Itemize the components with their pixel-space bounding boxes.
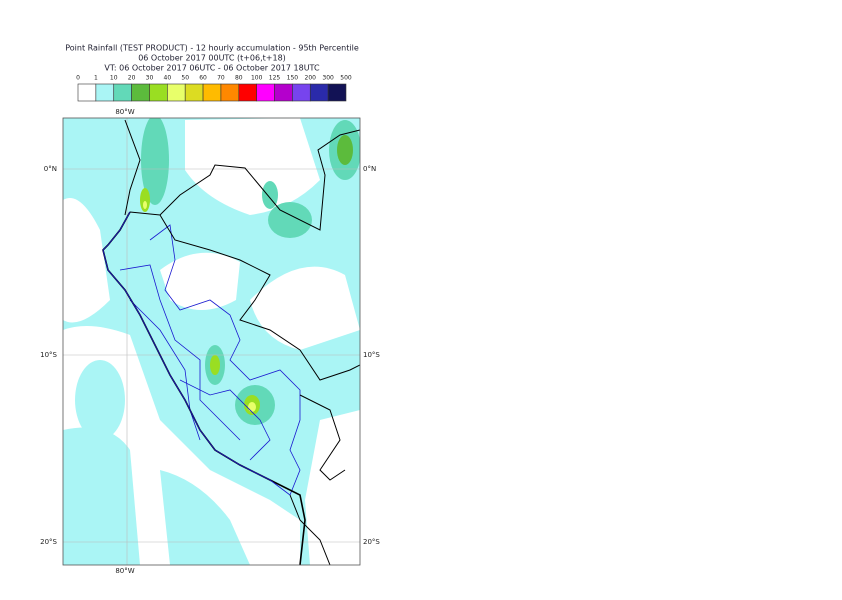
colorbar-label: 10 [110,75,118,82]
colorbar-label: 125 [269,75,281,82]
colorbar-label: 70 [217,75,225,82]
lat-label: 0°N [363,165,376,173]
colorbar-label: 200 [305,75,317,82]
colorbar-label: 20 [128,75,136,82]
lat-label: 10°S [363,351,380,359]
colorbar-swatch [167,83,186,102]
colorbar-label: 50 [181,75,189,82]
graticule [63,118,360,565]
colorbar-swatch [184,83,204,102]
map-frame [62,117,361,566]
graticule-labels: 0°N 0°N 10°S 10°S 20°S 20°S 80°W 80°W [40,108,380,575]
regional-borders [119,224,301,496]
coast-region-line [102,211,291,496]
colorbar: 0 1 10 20 30 40 50 60 70 80 100 125 150 200 300 500 [76,75,352,102]
lon-label: 80°W [115,567,134,575]
colorbar-swatch [220,83,240,102]
wet-patches [63,360,250,565]
colorbar-swatch [149,83,168,102]
colorbar-label: 500 [340,75,352,82]
colorbar-swatch [327,83,347,102]
map-area [63,118,360,565]
colorbar-label: 0 [76,75,80,82]
colorbar-label: 150 [287,75,299,82]
colorbar-label: 80 [235,75,243,82]
colorbar-swatch [274,83,293,102]
colorbar-swatch [292,83,311,102]
country-borders [124,119,360,565]
colorbar-swatch [131,83,150,102]
colorbar-label: 60 [199,75,207,82]
colorbar-swatch [95,83,115,102]
title-line: 06 October 2017 00UTC (t+06,t+18) [138,54,286,63]
lat-label: 0°N [44,165,57,173]
lat-label: 10°S [40,351,57,359]
colorbar-label: 300 [322,75,334,82]
title-line: Point Rainfall (TEST PRODUCT) - 12 hourl… [65,44,359,53]
colorbar-swatch [238,83,257,102]
colorbar-label: 1 [94,75,98,82]
colorbar-swatch [256,83,275,102]
colorbar-label: 30 [146,75,154,82]
colorbar-swatch [77,83,97,102]
lon-label: 80°W [115,108,134,116]
colorbar-swatch [202,83,222,102]
colorbar-swatch [113,83,132,102]
lat-label: 20°S [40,538,57,546]
title-line: VT: 06 October 2017 06UTC - 06 October 2… [104,64,320,73]
colorbar-label: 100 [251,75,263,82]
colorbar-swatch [309,83,329,102]
heavy-rain [140,135,353,415]
colorbar-label: 40 [164,75,172,82]
lat-label: 20°S [363,538,380,546]
